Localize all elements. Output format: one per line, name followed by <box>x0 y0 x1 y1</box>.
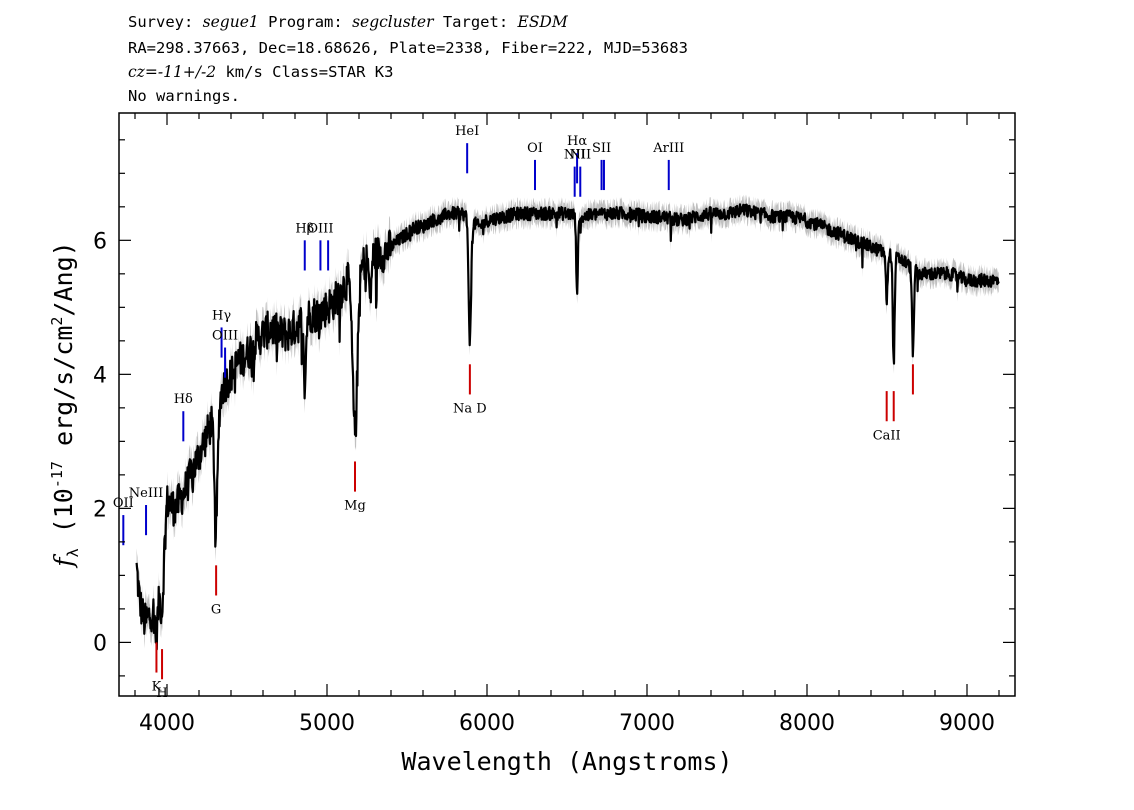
y-axis-title-sq: 2 <box>48 317 66 326</box>
y-axis-title-unit: erg/s/cm <box>49 326 78 461</box>
x-tick-label: 5000 <box>299 711 355 736</box>
emission-line-label: ArIII <box>652 141 684 156</box>
y-axis-title-ten: (10 <box>49 488 78 548</box>
absorption-line-label: CaII <box>873 428 901 443</box>
y-axis-title-per-ang: /Ang) <box>49 241 78 316</box>
absorption-line-label: G <box>211 602 221 617</box>
absorption-line-label: H <box>156 686 167 701</box>
flux-series-line <box>135 203 1000 651</box>
emission-line-label: Hβ <box>295 221 314 236</box>
header-line-4: No warnings. <box>128 87 240 105</box>
y-tick-label: 4 <box>93 363 107 388</box>
emission-line-label: NII <box>564 148 586 163</box>
flux-error-band <box>136 194 999 665</box>
x-tick-label: 4000 <box>139 711 195 736</box>
emission-line-label: Hα <box>567 134 587 149</box>
x-axis-title: Wavelength (Angstroms) <box>401 747 732 776</box>
header-line-2: RA=298.37663, Dec=18.68626, Plate=2338, … <box>128 39 688 57</box>
emission-line-label: Hγ <box>212 308 231 323</box>
emission-line-label: NII <box>569 148 591 163</box>
y-axis-title-lambda: λ <box>64 548 82 557</box>
x-tick-label: 7000 <box>619 711 675 736</box>
y-tick-label: 2 <box>93 497 107 522</box>
y-tick-label: 0 <box>93 631 107 656</box>
emission-line-label: OIII <box>212 329 238 344</box>
y-axis-title: fλ (10-17 erg/s/cm2/Ang) <box>48 241 82 568</box>
emission-line-label: OII <box>113 496 134 511</box>
x-tick-label: 8000 <box>779 711 835 736</box>
header-line-1: Survey: segue1 Program: segcluster Targe… <box>128 13 568 31</box>
plot-frame <box>118 112 1016 697</box>
y-axis-title-exp: -17 <box>48 461 66 488</box>
x-tick-label: 6000 <box>459 711 515 736</box>
ticks-layer: 4000 5000 6000 7000 8000 9000 0 2 4 6 <box>93 113 1015 736</box>
emission-line-label: SII <box>592 141 611 156</box>
absorption-line-label: Mg <box>344 499 366 514</box>
emission-line-label: OI <box>527 141 543 156</box>
emission-line-label: HeI <box>455 124 479 139</box>
emission-line-label: NeIII <box>129 486 163 501</box>
emission-line-label: OIII <box>307 221 333 236</box>
emission-line-label: Hδ <box>174 392 193 407</box>
y-tick-label: 6 <box>93 229 107 254</box>
absorption-line-label: Na D <box>453 401 487 416</box>
series-layer <box>135 194 1000 665</box>
y-axis-title-f: f <box>49 554 78 569</box>
absorption-line-label: K <box>152 680 162 695</box>
header-line-3: cz=-11+/-2 km/s Class=STAR K3 <box>128 63 394 81</box>
x-tick-label: 9000 <box>939 711 995 736</box>
